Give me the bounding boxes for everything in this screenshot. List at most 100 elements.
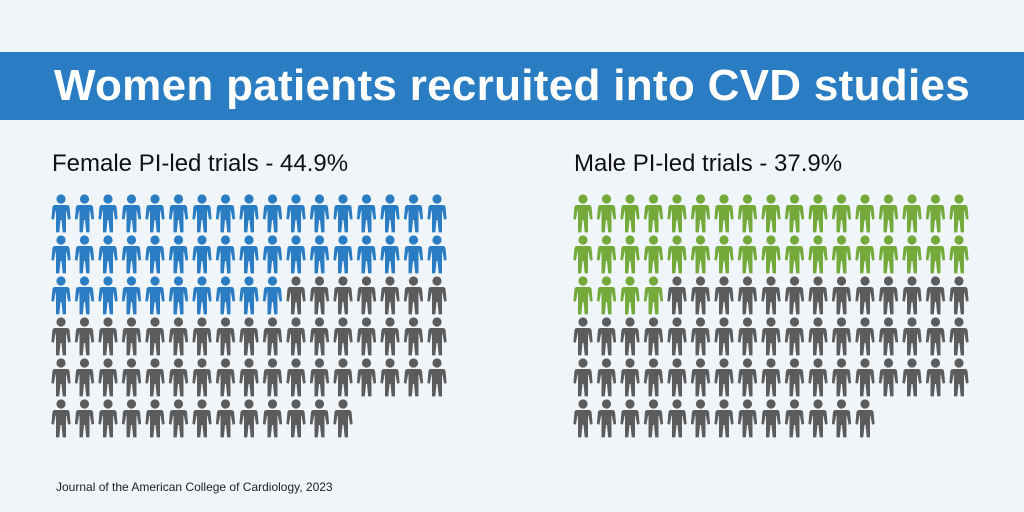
female-pi-person-icon-highlighted [380, 194, 400, 233]
female-pi-person-icon-highlighted [192, 235, 212, 274]
male-pi-person-icon-highlighted [925, 194, 946, 233]
male-pi-person-icon-highlighted [620, 235, 640, 274]
female-pi-person-icon [215, 317, 236, 356]
male-pi-person-icon-highlighted [596, 276, 617, 315]
female-pi-person-icon [215, 399, 236, 438]
female-pi-person-icon [380, 317, 400, 356]
female-pi-person-icon-highlighted [74, 235, 95, 274]
male-pi-person-icon-highlighted [667, 235, 687, 274]
female-pi-person-icon [51, 317, 71, 356]
female-pi-person-icon [286, 317, 306, 356]
male-pi-person-icon [667, 399, 687, 438]
female-pi-person-icon [239, 358, 259, 397]
female-pi-person-icon-highlighted [121, 194, 142, 233]
female-pi-person-icon-highlighted [403, 235, 424, 274]
male-pi-person-icon-highlighted [643, 235, 664, 274]
male-pi-person-icon [667, 317, 687, 356]
female-pi-person-icon-highlighted [215, 276, 236, 315]
female-pi-person-icon [168, 317, 189, 356]
male-pi-person-icon [620, 399, 640, 438]
female-pi-person-icon-highlighted [51, 194, 71, 233]
female-pi-person-icon [74, 358, 95, 397]
male-pi-person-icon [761, 276, 781, 315]
female-pi-chart-title: Female PI-led trials - 44.9% [52, 150, 349, 177]
female-pi-person-icon [427, 317, 447, 356]
female-pi-person-icon-highlighted [51, 276, 71, 315]
male-pi-person-icon [596, 399, 617, 438]
male-pi-person-icon-highlighted [737, 235, 758, 274]
male-pi-person-icon [784, 276, 805, 315]
female-pi-person-icon-highlighted [262, 276, 283, 315]
male-pi-person-icon [808, 399, 828, 438]
female-pi-person-icon [309, 276, 330, 315]
male-pi-person-icon-highlighted [784, 235, 805, 274]
female-pi-person-icon [286, 358, 306, 397]
female-pi-person-icon [215, 358, 236, 397]
male-pi-pictogram [573, 194, 969, 438]
male-pi-person-icon-highlighted [855, 235, 875, 274]
male-pi-person-icon [925, 317, 946, 356]
female-pi-person-icon [403, 276, 424, 315]
male-pi-person-icon [737, 317, 758, 356]
male-pi-person-icon [690, 276, 711, 315]
female-pi-person-icon [121, 317, 142, 356]
female-pi-person-icon [333, 276, 353, 315]
female-pi-person-icon-highlighted [239, 194, 259, 233]
male-pi-person-icon [808, 317, 828, 356]
male-pi-person-icon-highlighted [831, 235, 852, 274]
female-pi-person-icon [98, 317, 118, 356]
male-pi-person-icon [855, 358, 875, 397]
female-pi-person-icon-highlighted [262, 235, 283, 274]
female-pi-person-icon-highlighted [145, 235, 165, 274]
female-pi-person-icon-highlighted [192, 194, 212, 233]
female-pi-person-icon [98, 399, 118, 438]
male-pi-person-icon [761, 317, 781, 356]
male-pi-person-icon [831, 358, 852, 397]
male-pi-person-icon [573, 399, 593, 438]
female-pi-person-icon [51, 358, 71, 397]
female-pi-person-icon [380, 358, 400, 397]
male-pi-person-icon [737, 399, 758, 438]
female-pi-person-icon [98, 358, 118, 397]
male-pi-person-icon [714, 358, 734, 397]
male-pi-person-icon-highlighted [643, 276, 664, 315]
female-pi-person-icon [145, 317, 165, 356]
male-pi-person-icon [784, 399, 805, 438]
male-pi-person-icon-highlighted [573, 276, 593, 315]
female-pi-person-icon-highlighted [168, 194, 189, 233]
page-title: Women patients recruited into CVD studie… [53, 61, 971, 110]
female-pi-person-icon [333, 358, 353, 397]
male-pi-person-icon [831, 317, 852, 356]
female-pi-person-icon-highlighted [356, 194, 377, 233]
female-pi-person-icon-highlighted [168, 235, 189, 274]
female-pi-person-icon [51, 399, 71, 438]
male-pi-person-icon-highlighted [737, 194, 758, 233]
female-pi-person-icon [262, 399, 283, 438]
female-pi-person-icon-highlighted [333, 194, 353, 233]
male-pi-person-icon [643, 358, 664, 397]
male-pi-person-icon [808, 276, 828, 315]
male-pi-person-icon [902, 276, 922, 315]
female-pi-person-icon [356, 317, 377, 356]
male-pi-person-icon [855, 276, 875, 315]
male-pi-person-icon [690, 317, 711, 356]
male-pi-person-icon-highlighted [573, 194, 593, 233]
female-pi-person-icon-highlighted [145, 276, 165, 315]
male-pi-person-icon [878, 317, 899, 356]
male-pi-person-icon [737, 358, 758, 397]
female-pi-person-icon [74, 399, 95, 438]
female-pi-person-icon-highlighted [215, 235, 236, 274]
male-pi-person-icon-highlighted [690, 194, 711, 233]
male-pi-person-icon-highlighted [878, 194, 899, 233]
female-pi-pictogram [51, 194, 447, 438]
male-pi-person-icon-highlighted [667, 194, 687, 233]
male-pi-person-icon [761, 399, 781, 438]
female-pi-person-icon [286, 399, 306, 438]
male-pi-person-icon-highlighted [714, 194, 734, 233]
female-pi-person-icon-highlighted [98, 194, 118, 233]
male-pi-person-icon [690, 358, 711, 397]
male-pi-person-icon-highlighted [949, 194, 969, 233]
female-pi-person-icon-highlighted [51, 235, 71, 274]
male-pi-person-icon [902, 358, 922, 397]
male-pi-person-icon [831, 399, 852, 438]
